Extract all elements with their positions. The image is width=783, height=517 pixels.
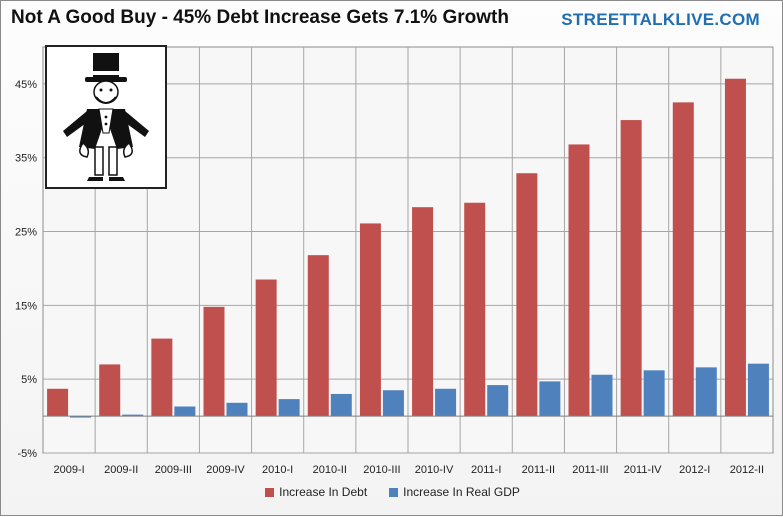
x-tick-label: 2012-II: [730, 464, 764, 476]
y-tick-label: 45%: [15, 79, 37, 91]
y-tick-label: 25%: [15, 227, 37, 239]
gdp-bar: [278, 399, 300, 417]
gdp-bar: [330, 393, 352, 417]
legend-label-gdp: Increase In Real GDP: [403, 485, 520, 499]
y-tick-label: 35%: [15, 153, 37, 165]
gdp-bar: [539, 381, 561, 417]
gdp-bar: [747, 363, 769, 417]
gdp-bar: [226, 402, 248, 417]
gdp-bar: [643, 370, 665, 417]
x-tick-label: 2010-IV: [415, 464, 454, 476]
x-tick-label: 2009-II: [104, 464, 138, 476]
legend-swatch-debt: [265, 487, 275, 497]
debt-bar: [359, 223, 381, 417]
gdp-bar: [382, 390, 404, 417]
debt-bar: [516, 173, 538, 417]
y-tick-label: -5%: [17, 448, 37, 460]
gdp-bar: [591, 374, 613, 417]
debt-bar: [412, 207, 434, 417]
debt-bar: [99, 364, 121, 417]
debt-bar: [255, 279, 277, 417]
x-tick-label: 2011-III: [572, 464, 609, 476]
debt-bar: [307, 255, 329, 417]
x-tick-label: 2010-II: [313, 464, 347, 476]
x-tick-label: 2009-IV: [206, 464, 245, 476]
debt-bar: [620, 120, 642, 417]
gdp-bar: [70, 416, 92, 418]
legend-swatch-gdp: [389, 487, 399, 497]
debt-bar: [47, 388, 69, 417]
x-tick-label: 2009-I: [53, 464, 84, 476]
debt-bar: [568, 144, 590, 417]
x-tick-label: 2012-I: [679, 464, 710, 476]
legend-label-debt: Increase In Debt: [279, 485, 368, 499]
legend-item-debt: Increase In Debt: [265, 485, 367, 499]
gdp-bar: [695, 367, 717, 417]
x-tick-label: 2010-III: [363, 464, 400, 476]
debt-bar: [464, 202, 486, 417]
x-tick-label: 2011-II: [522, 464, 555, 476]
debt-bar: [203, 306, 225, 417]
brand-watermark: STREETTALKLIVE.COM: [561, 10, 760, 29]
gdp-bar: [122, 414, 144, 417]
x-tick-label: 2010-I: [262, 464, 293, 476]
debt-bar: [151, 338, 173, 417]
x-tick-label: 2011-IV: [624, 464, 662, 476]
chart-legend: Increase In Debt Increase In Real GDP: [1, 485, 783, 499]
x-tick-label: 2009-III: [155, 464, 192, 476]
y-tick-label: 5%: [21, 374, 37, 386]
monopoly-man-empty-pockets-icon: [63, 53, 149, 181]
chart-title: Not A Good Buy - 45% Debt Increase Gets …: [11, 7, 509, 28]
legend-item-gdp: Increase In Real GDP: [389, 485, 520, 499]
gdp-bar: [174, 406, 196, 417]
y-tick-label: 15%: [15, 300, 37, 312]
gdp-bar: [435, 388, 457, 417]
debt-bar: [724, 78, 746, 417]
monopoly-man-image: [45, 45, 167, 189]
gdp-bar: [487, 385, 509, 417]
debt-bar: [672, 102, 694, 417]
x-tick-label: 2011-I: [471, 464, 501, 476]
